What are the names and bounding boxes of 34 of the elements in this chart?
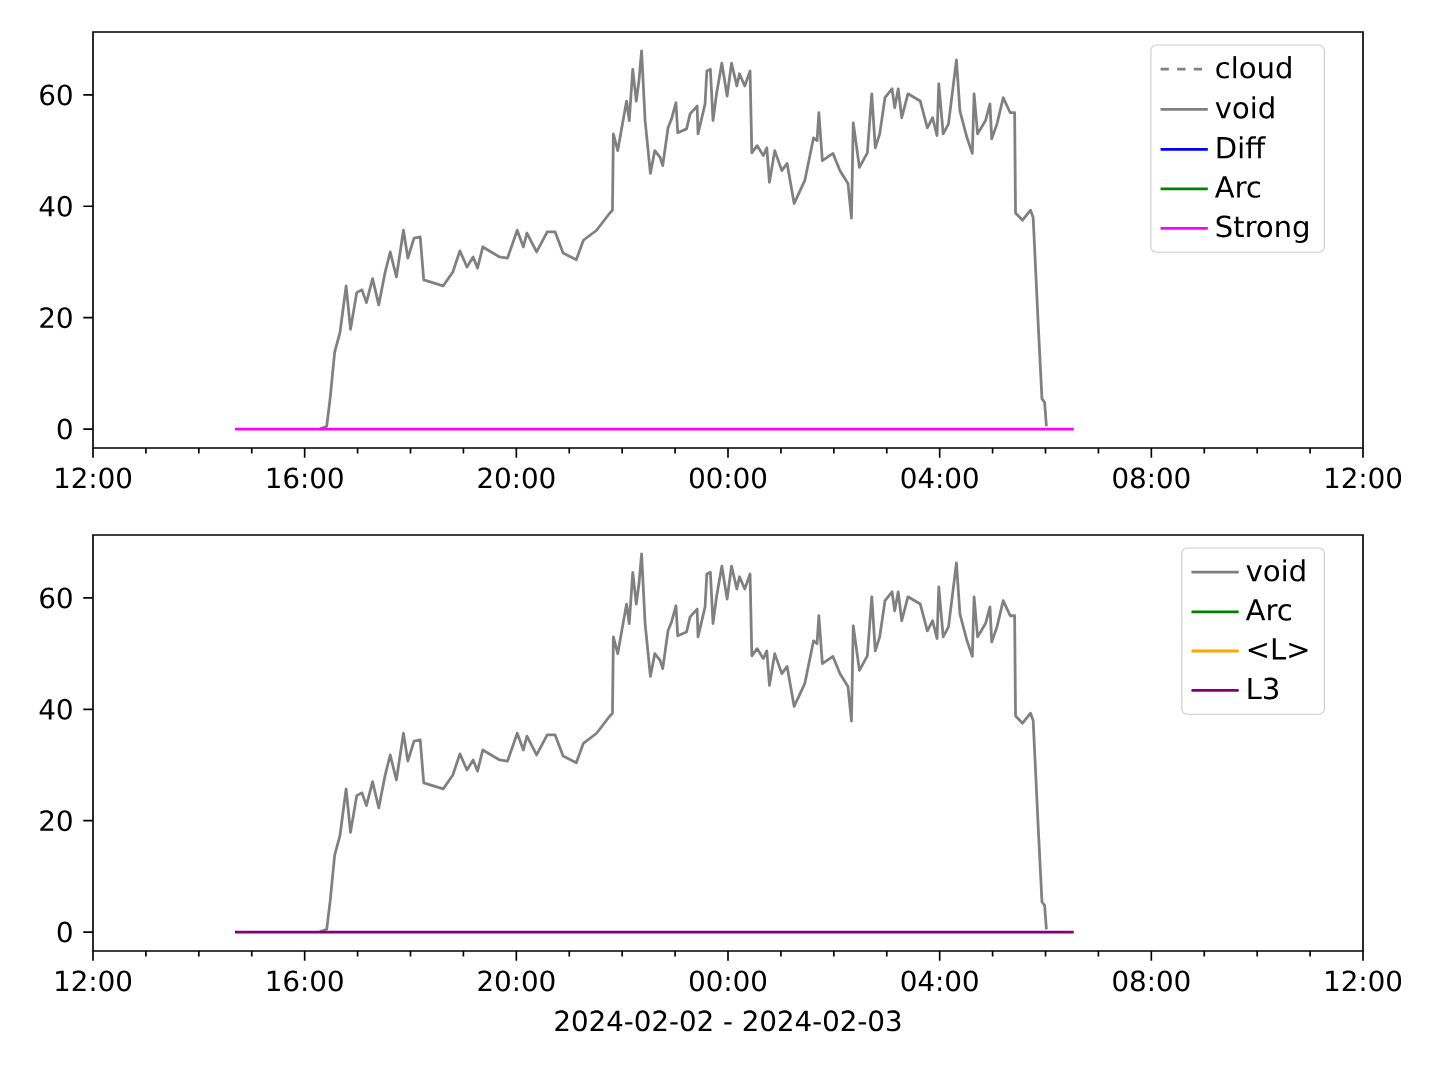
x-tick-label: 16:00 <box>267 970 343 992</box>
x-tick-label: 12:00 <box>56 467 132 489</box>
legend-label: void <box>1215 96 1274 119</box>
x-tick-label: 04:00 <box>901 970 978 992</box>
legend-label: cloud <box>1216 56 1291 79</box>
legend-label: <L> <box>1248 638 1308 660</box>
line-series <box>318 49 1048 431</box>
line-series <box>318 552 1048 934</box>
y-tick-label: 0 <box>57 418 72 440</box>
x-tick-label: 20:00 <box>478 467 555 489</box>
x-tick-label: 16:00 <box>267 467 343 489</box>
legend-label: L3 <box>1248 677 1278 700</box>
y-tick-label: 40 <box>39 698 72 720</box>
x-tick-label: 12:00 <box>1326 970 1402 992</box>
y-tick-label: 0 <box>57 921 72 943</box>
x-tick-label: 20:00 <box>478 970 555 992</box>
x-tick-label: 12:00 <box>1326 467 1402 489</box>
x-axis-title: 2024-02-02 - 2024-02-03 <box>555 1010 901 1032</box>
legend-label: Strong <box>1216 215 1308 244</box>
y-tick-label: 60 <box>40 84 72 106</box>
y-tick-label: 20 <box>40 810 72 832</box>
y-tick-label: 40 <box>39 195 72 217</box>
y-tick-label: 20 <box>40 307 72 329</box>
legend-label: Arc <box>1245 599 1291 621</box>
x-tick-label: 00:00 <box>689 467 767 489</box>
legend-label: Diff <box>1217 136 1266 159</box>
y-tick-label: 60 <box>40 587 72 609</box>
x-tick-label: 04:00 <box>901 467 978 489</box>
legend-label: Arc <box>1214 176 1261 198</box>
x-tick-label: 00:00 <box>689 970 767 992</box>
legend-label: void <box>1246 559 1305 582</box>
x-tick-label: 08:00 <box>1113 970 1190 992</box>
x-tick-label: 08:00 <box>1113 467 1190 489</box>
x-tick-label: 12:00 <box>56 970 132 992</box>
